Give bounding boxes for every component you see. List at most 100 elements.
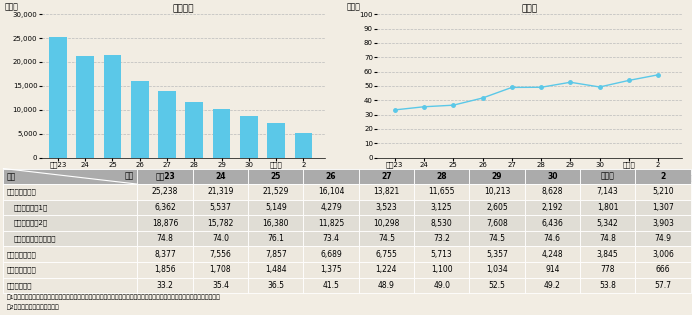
- Text: 区分: 区分: [7, 172, 16, 181]
- Bar: [303, 262, 358, 278]
- Bar: [525, 215, 580, 231]
- Text: 1,484: 1,484: [265, 265, 286, 274]
- Bar: [580, 215, 635, 231]
- Text: 41.5: 41.5: [322, 281, 340, 290]
- Bar: [414, 231, 469, 246]
- Bar: [414, 200, 469, 215]
- Bar: [193, 246, 248, 262]
- Text: 5,537: 5,537: [210, 203, 231, 212]
- Text: 5,357: 5,357: [486, 250, 508, 259]
- Bar: [635, 184, 691, 200]
- Text: 30: 30: [547, 172, 558, 181]
- Bar: [193, 200, 248, 215]
- Bar: [580, 169, 635, 184]
- Bar: [193, 278, 248, 293]
- Bar: [414, 215, 469, 231]
- Text: 914: 914: [545, 265, 560, 274]
- Text: （年）: （年）: [331, 175, 344, 181]
- Bar: [469, 231, 525, 246]
- Text: 5,342: 5,342: [597, 219, 619, 227]
- Text: 74.8: 74.8: [156, 234, 174, 243]
- Bar: [635, 200, 691, 215]
- Text: 検挙率（％）: 検挙率（％）: [7, 282, 33, 289]
- Text: 注1：エンジンキーがイグニッションスイッチに差し込まれ、又は運転席若しくはその周辺に放置されていて被害に遇ったもの: 注1：エンジンキーがイグニッションスイッチに差し込まれ、又は運転席若しくはその周…: [7, 295, 221, 300]
- Bar: [76, 56, 94, 158]
- Text: 年次: 年次: [125, 171, 134, 180]
- Text: 48.9: 48.9: [378, 281, 395, 290]
- Bar: [358, 278, 414, 293]
- Bar: [248, 215, 303, 231]
- Bar: [580, 246, 635, 262]
- Bar: [580, 262, 635, 278]
- Text: 6,755: 6,755: [376, 250, 397, 259]
- Text: 2: 2: [660, 172, 666, 181]
- Text: 7,857: 7,857: [265, 250, 286, 259]
- Text: 52.5: 52.5: [489, 281, 505, 290]
- Text: 21,529: 21,529: [262, 187, 289, 196]
- Bar: [138, 231, 193, 246]
- Text: 35.4: 35.4: [212, 281, 229, 290]
- Text: 16,380: 16,380: [262, 219, 289, 227]
- Bar: [138, 246, 193, 262]
- Text: 2：「キーあり」以外のもの: 2：「キーあり」以外のもの: [7, 305, 60, 311]
- Text: 5,149: 5,149: [265, 203, 286, 212]
- Bar: [3, 200, 138, 215]
- Bar: [193, 215, 248, 231]
- Text: 74.0: 74.0: [212, 234, 229, 243]
- Bar: [580, 184, 635, 200]
- Bar: [525, 262, 580, 278]
- Bar: [303, 231, 358, 246]
- Bar: [414, 278, 469, 293]
- Bar: [138, 169, 193, 184]
- Bar: [414, 262, 469, 278]
- Text: 6,362: 6,362: [154, 203, 176, 212]
- Text: 1,856: 1,856: [154, 265, 176, 274]
- Bar: [193, 169, 248, 184]
- Bar: [3, 215, 138, 231]
- Bar: [358, 231, 414, 246]
- Bar: [248, 169, 303, 184]
- Text: 29: 29: [492, 172, 502, 181]
- Bar: [240, 116, 257, 158]
- Text: 8,530: 8,530: [431, 219, 453, 227]
- Bar: [635, 231, 691, 246]
- Bar: [185, 102, 203, 158]
- Bar: [525, 278, 580, 293]
- Text: 1,708: 1,708: [210, 265, 231, 274]
- Text: 33.2: 33.2: [156, 281, 174, 290]
- Text: 10,213: 10,213: [484, 187, 510, 196]
- Text: 1,224: 1,224: [376, 265, 397, 274]
- Text: 1,034: 1,034: [486, 265, 508, 274]
- Text: 8,628: 8,628: [542, 187, 563, 196]
- Bar: [525, 169, 580, 184]
- Text: 7,556: 7,556: [210, 250, 231, 259]
- Text: 25: 25: [271, 172, 281, 181]
- Text: 74.6: 74.6: [544, 234, 561, 243]
- Bar: [580, 200, 635, 215]
- Text: 令和元: 令和元: [601, 172, 614, 181]
- Text: 13,821: 13,821: [373, 187, 399, 196]
- Text: 5,713: 5,713: [431, 250, 453, 259]
- Text: （％）: （％）: [347, 2, 361, 11]
- Text: 7,608: 7,608: [486, 219, 508, 227]
- Bar: [193, 231, 248, 246]
- Bar: [248, 246, 303, 262]
- Text: 検挙人員（人）: 検挙人員（人）: [7, 266, 37, 273]
- Bar: [414, 184, 469, 200]
- Text: 18,876: 18,876: [152, 219, 179, 227]
- Text: 3,903: 3,903: [652, 219, 674, 227]
- Bar: [358, 200, 414, 215]
- Bar: [138, 215, 193, 231]
- Text: 49.2: 49.2: [544, 281, 561, 290]
- Text: 36.5: 36.5: [267, 281, 284, 290]
- Bar: [3, 169, 138, 184]
- Text: 74.9: 74.9: [655, 234, 671, 243]
- Bar: [248, 200, 303, 215]
- Title: 認知件数: 認知件数: [172, 4, 194, 14]
- Bar: [104, 54, 121, 158]
- Text: 3,845: 3,845: [597, 250, 619, 259]
- Bar: [138, 184, 193, 200]
- Text: 4,279: 4,279: [320, 203, 342, 212]
- Text: 検挙件数（件）: 検挙件数（件）: [7, 251, 37, 257]
- Bar: [131, 81, 149, 158]
